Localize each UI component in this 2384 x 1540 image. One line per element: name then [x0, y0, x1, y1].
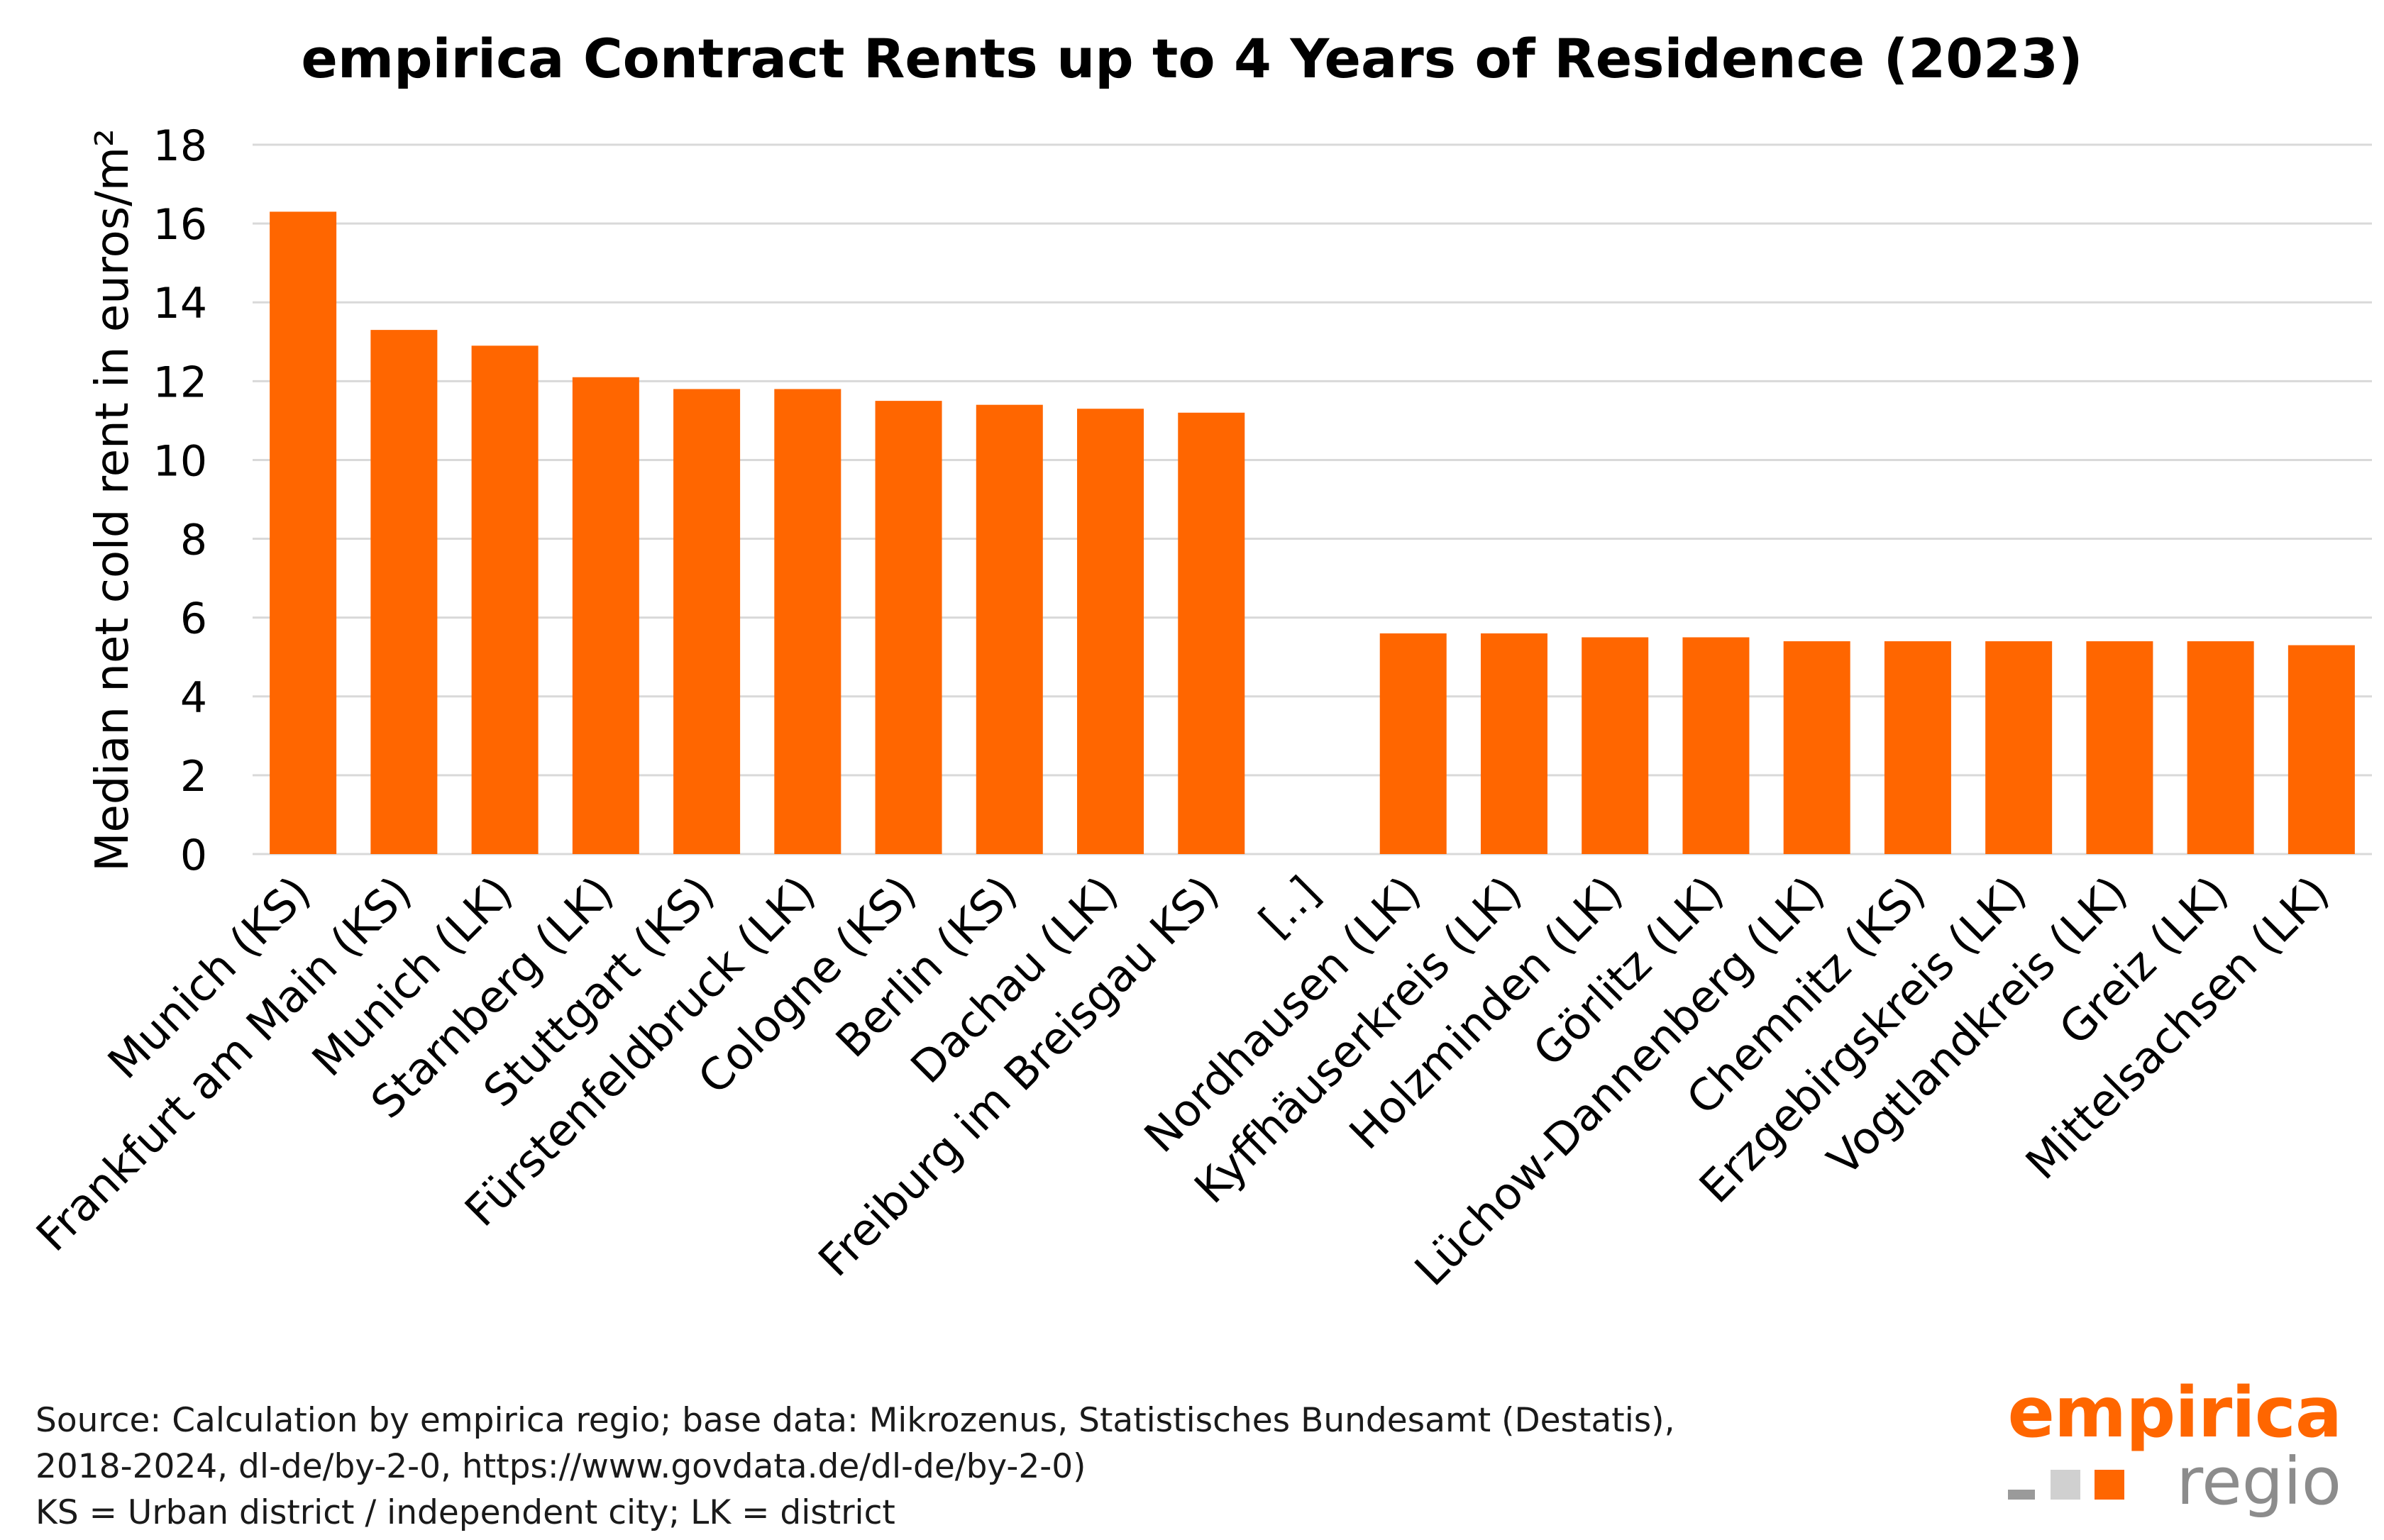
y-tick-label: 16: [153, 200, 207, 250]
bar: [572, 377, 639, 854]
y-axis-label: Median net cold rent in euros/m²: [87, 128, 139, 871]
y-tick-label: 6: [180, 594, 207, 644]
bar: [1582, 637, 1649, 854]
logo-square-grey-small: [2008, 1490, 2035, 1500]
y-tick-label: 8: [180, 516, 207, 565]
y-tick-label: 14: [153, 279, 207, 328]
bar: [1884, 641, 1951, 854]
x-tick-label: [..]: [1249, 866, 1330, 947]
logo-sub: regio: [2176, 1444, 2341, 1519]
y-tick-label: 4: [180, 673, 207, 723]
logo-square-orange: [2095, 1470, 2124, 1500]
bar: [976, 404, 1043, 854]
y-tick-label: 12: [153, 358, 207, 407]
bar: [471, 345, 539, 854]
bar: [2288, 645, 2355, 854]
bar: [673, 389, 741, 854]
chart-title: empirica Contract Rents up to 4 Years of…: [301, 27, 2083, 90]
bar: [1985, 641, 2053, 854]
bar: [1480, 633, 1547, 854]
bar: [2086, 641, 2153, 854]
y-tick-label: 10: [153, 436, 207, 486]
bar: [1379, 633, 1447, 854]
bar: [1178, 412, 1245, 854]
logo-square-light: [2051, 1470, 2080, 1500]
source-line-1: Source: Calculation by empirica regio; b…: [35, 1401, 1675, 1440]
y-tick-label: 0: [180, 831, 207, 880]
bar: [1077, 409, 1144, 854]
y-tick-label: 18: [153, 121, 207, 171]
bar: [774, 389, 841, 854]
legend-note: KS = Urban district / independent city; …: [35, 1493, 895, 1532]
bar: [2187, 641, 2254, 854]
bar: [875, 401, 942, 854]
y-tick-label: 2: [180, 752, 207, 802]
bar: [1783, 641, 1850, 854]
logo-brand: empirica: [2007, 1373, 2342, 1453]
empirica-regio-logo: empirica regio: [2008, 1373, 2342, 1525]
bar: [270, 211, 337, 854]
source-line-2: 2018-2024, dl-de/by-2-0, https://www.gov…: [35, 1447, 1086, 1486]
bar: [1682, 637, 1750, 854]
bar: [370, 330, 438, 855]
